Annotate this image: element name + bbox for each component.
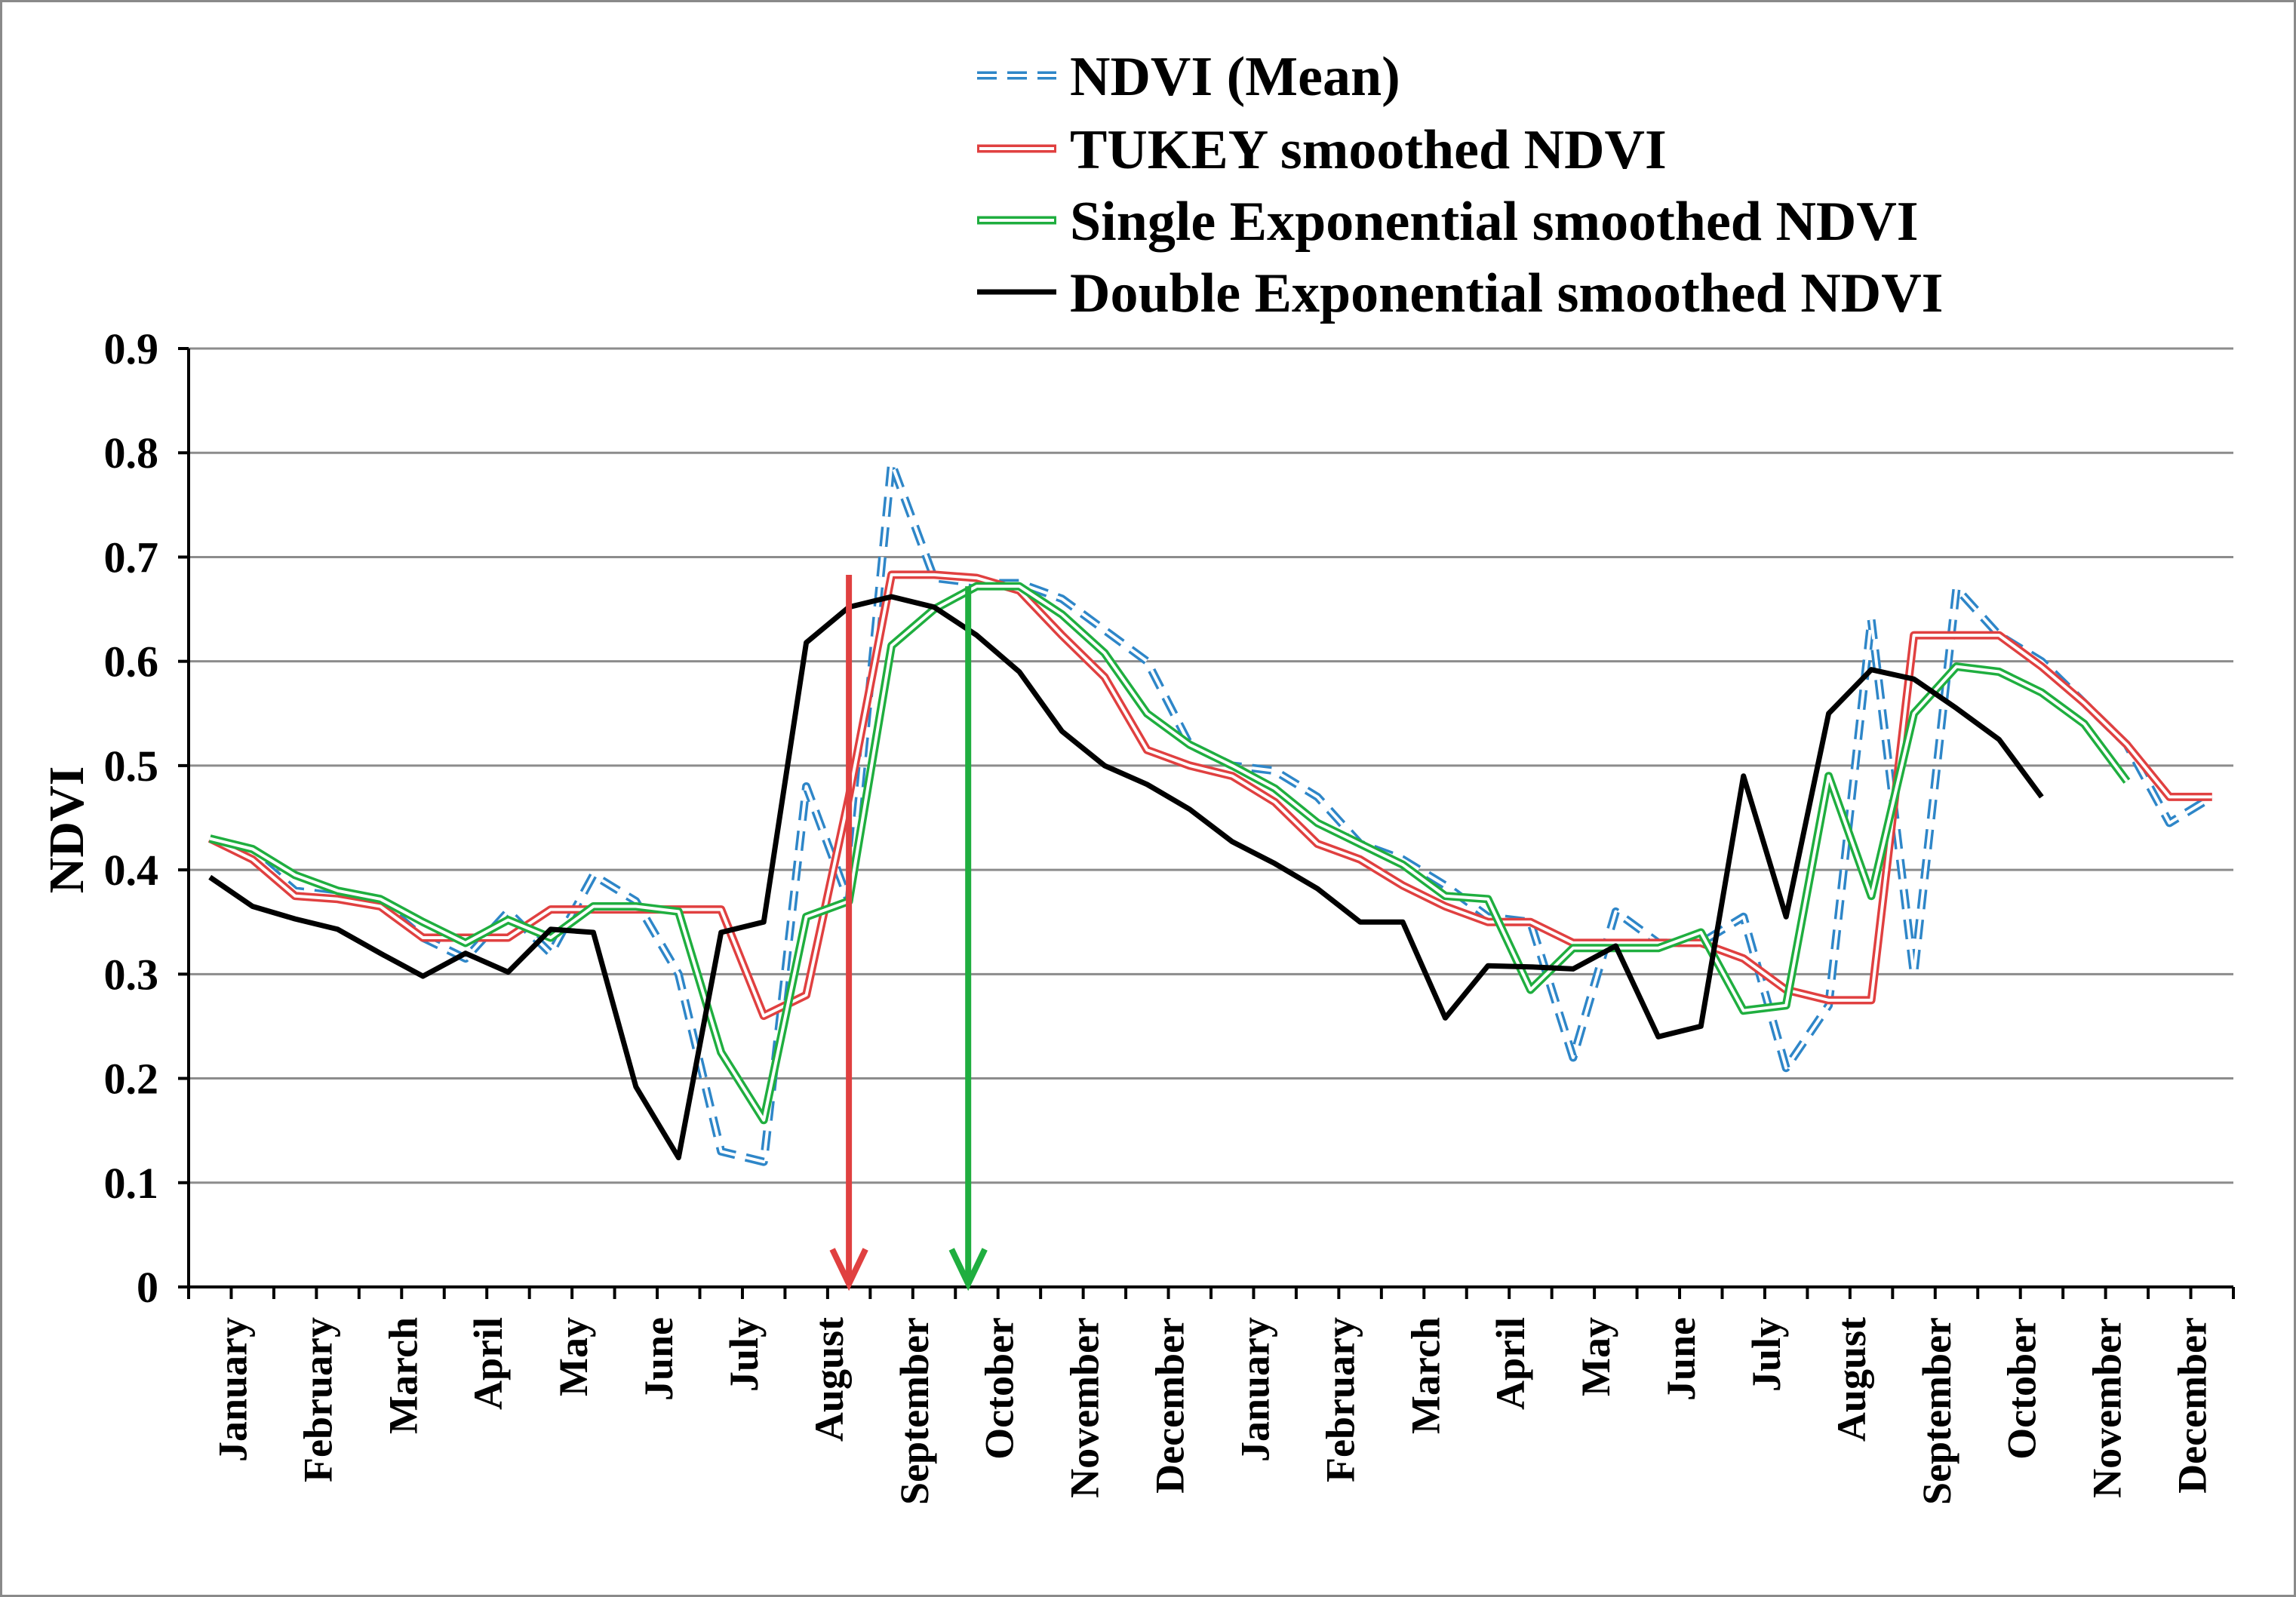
x-tick-label: January <box>1232 1317 1277 1462</box>
axes <box>178 347 2235 1299</box>
series-line <box>208 594 2044 1161</box>
x-tick-label: July <box>1744 1317 1789 1392</box>
x-tick-label: July <box>721 1317 767 1392</box>
y-tick-label: 0.6 <box>104 637 159 686</box>
x-tick-label: January <box>210 1317 255 1462</box>
annotation-arrows <box>829 574 988 1291</box>
x-tick-label: February <box>295 1317 340 1482</box>
y-tick-label: 0.7 <box>104 533 159 582</box>
y-tick-label: 0.8 <box>104 428 159 478</box>
x-tick-label: April <box>466 1317 511 1410</box>
legend-label: Single Exponential smoothed NDVI <box>1070 191 1919 253</box>
x-tick-label: April <box>1488 1317 1533 1410</box>
y-axis-label: NDVI <box>39 766 94 894</box>
arrow-head <box>829 1248 868 1291</box>
series-line-inner <box>209 462 2213 1164</box>
series-line-inner <box>209 585 2128 1122</box>
gridlines <box>189 347 2233 1184</box>
legend-entry-2: TUKEY smoothed NDVI <box>977 119 1667 181</box>
series-line-inner <box>209 573 2212 1018</box>
annotation-arrow-1 <box>829 574 868 1291</box>
x-tick-label: December <box>2170 1317 2215 1494</box>
legend-entry-4: Double Exponential smoothed NDVI <box>977 263 1943 324</box>
x-tick-label: March <box>380 1317 426 1434</box>
x-tick-label: February <box>1317 1317 1363 1482</box>
x-tick-label: October <box>1999 1317 2045 1460</box>
y-tick-label: 0.1 <box>104 1159 159 1208</box>
legend-label: NDVI (Mean) <box>1070 46 1400 108</box>
y-tick-label: 0.4 <box>104 846 159 895</box>
y-tick-label: 0.2 <box>104 1055 159 1104</box>
series-3 <box>208 582 2131 1125</box>
y-tick-label: 0.3 <box>104 950 159 999</box>
series-line-outer <box>208 582 2131 1125</box>
x-tick-labels: January February March April May June July Augu… <box>210 1317 2215 1505</box>
x-tick-label: June <box>636 1317 681 1401</box>
y-tick-labels: 0 0.1 0.2 0.3 0.4 0.5 0.6 0.7 0.8 0.9 <box>104 324 159 1312</box>
x-tick-label: August <box>807 1317 852 1442</box>
x-tick-label: November <box>1062 1317 1108 1498</box>
y-tick-label: 0 <box>137 1263 158 1312</box>
legend: NDVI (Mean) TUKEY smoothed NDVI Single Exp… <box>977 46 1943 324</box>
arrow-head <box>948 1248 988 1291</box>
x-tick-label: September <box>892 1317 937 1505</box>
y-tick-label: 0.5 <box>104 742 159 791</box>
series-1 <box>208 459 2215 1166</box>
x-tick-label: December <box>1148 1317 1193 1494</box>
series-lines <box>207 459 2215 1166</box>
x-tick-label: August <box>1829 1317 1874 1442</box>
legend-label: TUKEY smoothed NDVI <box>1070 119 1667 181</box>
x-tick-label: October <box>977 1317 1022 1460</box>
x-tick-label: May <box>1573 1317 1618 1396</box>
x-tick-label: September <box>1914 1317 1959 1505</box>
legend-entry-1: NDVI (Mean) <box>977 46 1400 108</box>
annotation-arrow-2 <box>948 586 988 1291</box>
legend-label: Double Exponential smoothed NDVI <box>1070 263 1943 324</box>
series-line-outer <box>208 459 2215 1166</box>
y-tick-label: 0.9 <box>104 324 159 373</box>
x-tick-label: May <box>551 1317 596 1396</box>
x-tick-label: November <box>2085 1317 2130 1498</box>
series-2 <box>207 570 2212 1021</box>
x-tick-label: June <box>1658 1317 1704 1401</box>
x-tick-label: March <box>1403 1317 1448 1434</box>
legend-entry-3: Single Exponential smoothed NDVI <box>977 191 1919 253</box>
series-4 <box>208 594 2044 1161</box>
